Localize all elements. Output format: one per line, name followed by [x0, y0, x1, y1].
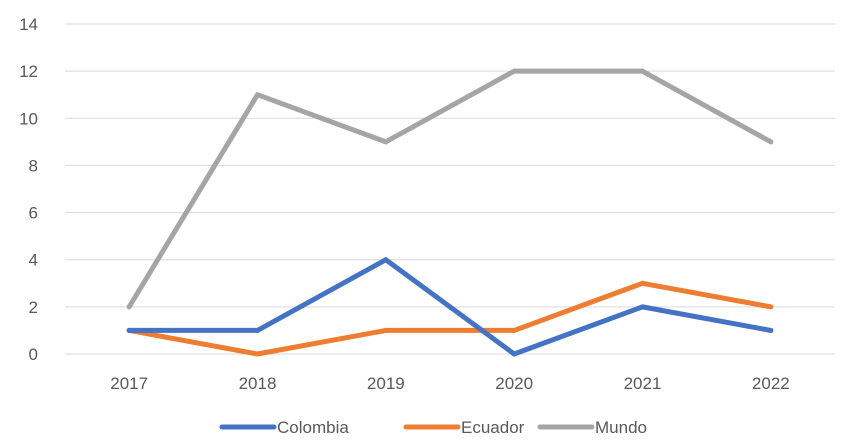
x-tick-label: 2020 — [495, 374, 533, 393]
x-tick-label: 2018 — [239, 374, 277, 393]
data-point-mundo — [511, 68, 517, 74]
y-tick-label: 10 — [19, 109, 38, 128]
x-tick-label: 2017 — [110, 374, 148, 393]
series-line-ecuador — [126, 280, 774, 357]
x-tick-label: 2019 — [367, 374, 405, 393]
series-lines — [126, 68, 774, 357]
data-point-mundo — [383, 139, 389, 145]
legend-label-ecuador: Ecuador — [461, 418, 525, 437]
y-tick-label: 4 — [29, 251, 38, 270]
series-line-mundo — [126, 68, 774, 310]
x-axis-ticks: 2017 2018 2019 2020 2021 2022 — [110, 374, 789, 393]
data-point-ecuador — [511, 327, 517, 333]
legend-label-mundo: Mundo — [595, 418, 647, 437]
y-tick-label: 8 — [29, 156, 38, 175]
data-point-colombia — [383, 257, 389, 263]
gridlines — [65, 23, 835, 355]
data-point-colombia — [640, 304, 645, 310]
data-point-colombia — [511, 351, 517, 357]
y-axis-ticks: 0 2 4 6 8 10 12 14 — [19, 15, 38, 364]
x-tick-label: 2022 — [752, 374, 790, 393]
x-tick-label: 2021 — [624, 374, 662, 393]
series-line-colombia — [126, 257, 774, 357]
data-point-ecuador — [383, 327, 389, 333]
data-point-ecuador — [255, 351, 260, 357]
legend: Colombia Ecuador Mundo — [219, 418, 647, 437]
y-tick-label: 0 — [29, 345, 38, 364]
data-point-colombia — [255, 327, 260, 333]
data-point-mundo — [255, 92, 260, 98]
data-point-ecuador — [768, 304, 774, 310]
data-point-ecuador — [640, 280, 645, 286]
y-tick-label: 6 — [29, 204, 38, 223]
data-point-colombia — [126, 327, 132, 333]
data-point-mundo — [768, 139, 774, 145]
data-point-mundo — [126, 304, 132, 310]
data-point-colombia — [768, 327, 774, 333]
legend-label-colombia: Colombia — [277, 418, 349, 437]
y-tick-label: 2 — [29, 298, 38, 317]
data-point-mundo — [640, 68, 645, 74]
y-tick-label: 14 — [19, 15, 38, 34]
y-tick-label: 12 — [19, 62, 38, 81]
